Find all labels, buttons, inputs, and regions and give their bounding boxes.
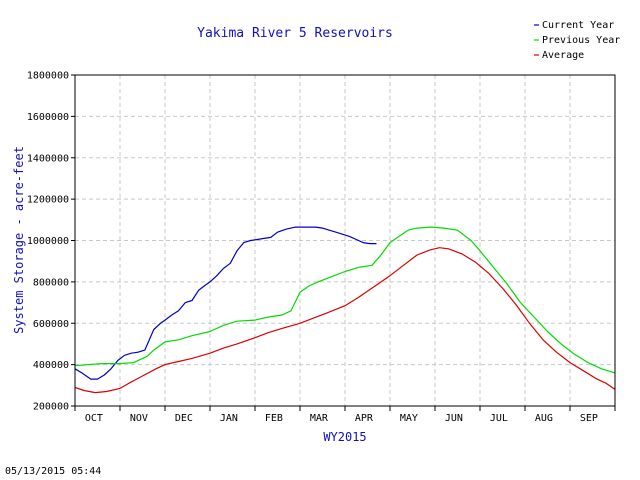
x-tick-label: FEB: [265, 413, 283, 424]
y-tick-label: 1000000: [27, 236, 69, 247]
grid-lines: [75, 75, 615, 406]
x-tick-label: JUN: [445, 413, 463, 424]
x-tick-labels: OCT NOV DEC JAN FEB MAR APR MAY JUN JUL AUG SEP: [85, 413, 598, 424]
chart-title: Yakima River 5 Reservoirs: [197, 26, 393, 41]
x-tick-label: MAY: [400, 413, 418, 424]
x-tick-label: NOV: [130, 413, 148, 424]
x-tick-label: DEC: [175, 413, 193, 424]
x-tick-label: AUG: [535, 413, 553, 424]
legend: Current Year Previous Year Average: [534, 20, 620, 61]
series-line-average: [74, 247, 616, 394]
y-tick-label: 1400000: [27, 153, 69, 164]
series-line-current-year: [74, 226, 377, 380]
y-tick-label: 1600000: [27, 112, 69, 123]
legend-label-average: Average: [542, 50, 584, 61]
y-axis-label: System Storage - acre-feet: [12, 146, 26, 334]
x-tick-label: MAR: [310, 413, 329, 424]
x-tick-label: SEP: [580, 413, 598, 424]
y-tick-label: 1200000: [27, 195, 69, 206]
x-tick-label: APR: [355, 413, 374, 424]
x-tick-label: JUL: [490, 413, 508, 424]
legend-label-previous-year: Previous Year: [542, 35, 620, 46]
series-layer: [74, 226, 616, 394]
x-axis-label: WY2015: [323, 430, 366, 444]
legend-label-current-year: Current Year: [542, 20, 614, 31]
y-tick-labels: 200000 400000 600000 800000 1000000 1200000 14…: [27, 71, 69, 413]
x-tick-label: JAN: [220, 413, 238, 424]
timestamp: 05/13/2015 05:44: [5, 466, 101, 477]
x-tick-label: OCT: [85, 413, 103, 424]
series-line-previous-year: [74, 226, 616, 374]
y-tick-label: 400000: [33, 360, 69, 371]
y-tick-label: 200000: [33, 402, 69, 413]
y-tick-label: 800000: [33, 277, 69, 288]
y-tick-label: 600000: [33, 319, 69, 330]
y-tick-label: 1800000: [27, 71, 69, 82]
axis-ticks: [71, 74, 616, 411]
